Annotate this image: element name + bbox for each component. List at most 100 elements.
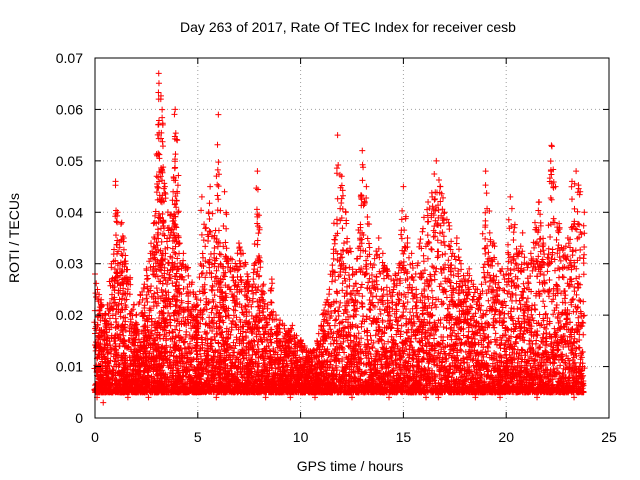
data-point bbox=[209, 210, 216, 217]
data-point bbox=[171, 111, 178, 118]
data-point bbox=[338, 195, 345, 202]
data-point bbox=[158, 238, 165, 245]
data-point bbox=[141, 322, 148, 329]
data-point bbox=[185, 272, 192, 279]
data-point bbox=[159, 143, 166, 150]
data-point bbox=[223, 225, 230, 232]
data-point bbox=[339, 287, 346, 294]
data-point bbox=[332, 317, 339, 324]
data-point bbox=[167, 344, 174, 351]
data-point bbox=[118, 300, 125, 307]
data-point bbox=[215, 196, 222, 203]
data-point bbox=[114, 352, 121, 359]
data-point bbox=[209, 283, 216, 290]
data-point bbox=[334, 220, 341, 227]
data-point bbox=[97, 343, 104, 350]
data-point bbox=[112, 299, 119, 306]
data-point bbox=[197, 297, 204, 304]
data-point bbox=[107, 350, 114, 357]
data-point bbox=[214, 141, 221, 148]
data-point bbox=[330, 220, 337, 227]
data-point bbox=[333, 165, 340, 172]
data-point bbox=[94, 322, 101, 329]
data-point bbox=[268, 299, 275, 306]
data-point bbox=[223, 211, 230, 218]
data-point bbox=[91, 319, 98, 326]
data-point bbox=[112, 332, 119, 339]
data-point bbox=[108, 324, 115, 331]
data-point bbox=[106, 315, 113, 322]
data-point bbox=[167, 322, 174, 329]
data-point bbox=[242, 302, 249, 309]
data-point bbox=[208, 286, 215, 293]
data-point bbox=[110, 300, 117, 307]
data-point bbox=[260, 309, 267, 316]
data-point bbox=[328, 353, 335, 360]
data-point bbox=[97, 362, 104, 369]
data-point bbox=[159, 106, 166, 113]
data-point bbox=[340, 240, 347, 247]
data-point bbox=[321, 307, 328, 314]
data-point bbox=[337, 217, 344, 224]
data-point bbox=[202, 225, 209, 232]
data-point bbox=[116, 244, 123, 251]
data-point bbox=[329, 262, 336, 269]
data-point bbox=[340, 192, 347, 199]
data-point bbox=[112, 232, 119, 239]
data-point bbox=[259, 288, 266, 295]
data-point bbox=[113, 218, 120, 225]
data-point bbox=[337, 299, 344, 306]
data-point bbox=[215, 227, 222, 234]
data-point bbox=[214, 192, 221, 199]
data-point bbox=[119, 328, 126, 335]
data-point bbox=[114, 212, 121, 219]
data-point bbox=[206, 216, 213, 223]
data-point bbox=[215, 183, 222, 190]
data-point bbox=[97, 303, 104, 310]
data-point bbox=[116, 343, 123, 350]
data-point bbox=[211, 244, 218, 251]
data-point bbox=[98, 326, 105, 333]
data-point bbox=[339, 225, 346, 232]
data-point bbox=[153, 302, 160, 309]
data-point bbox=[217, 207, 224, 214]
data-point bbox=[117, 221, 124, 228]
data-point bbox=[100, 336, 107, 343]
data-point bbox=[117, 272, 124, 279]
data-point bbox=[167, 316, 174, 323]
data-point bbox=[255, 283, 262, 290]
data-point bbox=[111, 294, 118, 301]
data-point bbox=[183, 328, 190, 335]
data-point bbox=[104, 349, 111, 356]
data-point bbox=[155, 80, 162, 87]
data-point bbox=[155, 184, 162, 191]
data-point bbox=[118, 267, 125, 274]
data-points bbox=[91, 70, 588, 406]
data-point bbox=[332, 236, 339, 243]
chart-title: Day 263 of 2017, Rate Of TEC Index for r… bbox=[180, 19, 516, 35]
data-point bbox=[172, 164, 179, 171]
data-point bbox=[119, 291, 126, 298]
data-point bbox=[127, 318, 134, 325]
data-point bbox=[332, 277, 339, 284]
data-point bbox=[143, 276, 150, 283]
data-point bbox=[200, 237, 207, 244]
data-point bbox=[215, 159, 222, 166]
data-point bbox=[162, 288, 169, 295]
data-point bbox=[214, 181, 221, 188]
data-point bbox=[120, 332, 127, 339]
data-point bbox=[216, 250, 223, 257]
data-point bbox=[234, 250, 241, 257]
data-point bbox=[202, 243, 209, 250]
data-point bbox=[109, 312, 116, 319]
data-point bbox=[329, 278, 336, 285]
data-point bbox=[198, 231, 205, 238]
data-point bbox=[255, 230, 262, 237]
data-point bbox=[109, 366, 116, 373]
data-point bbox=[113, 241, 120, 248]
data-point bbox=[110, 305, 117, 312]
data-point bbox=[117, 309, 124, 316]
data-point bbox=[200, 307, 207, 314]
data-point bbox=[115, 351, 122, 358]
data-point bbox=[268, 326, 275, 333]
